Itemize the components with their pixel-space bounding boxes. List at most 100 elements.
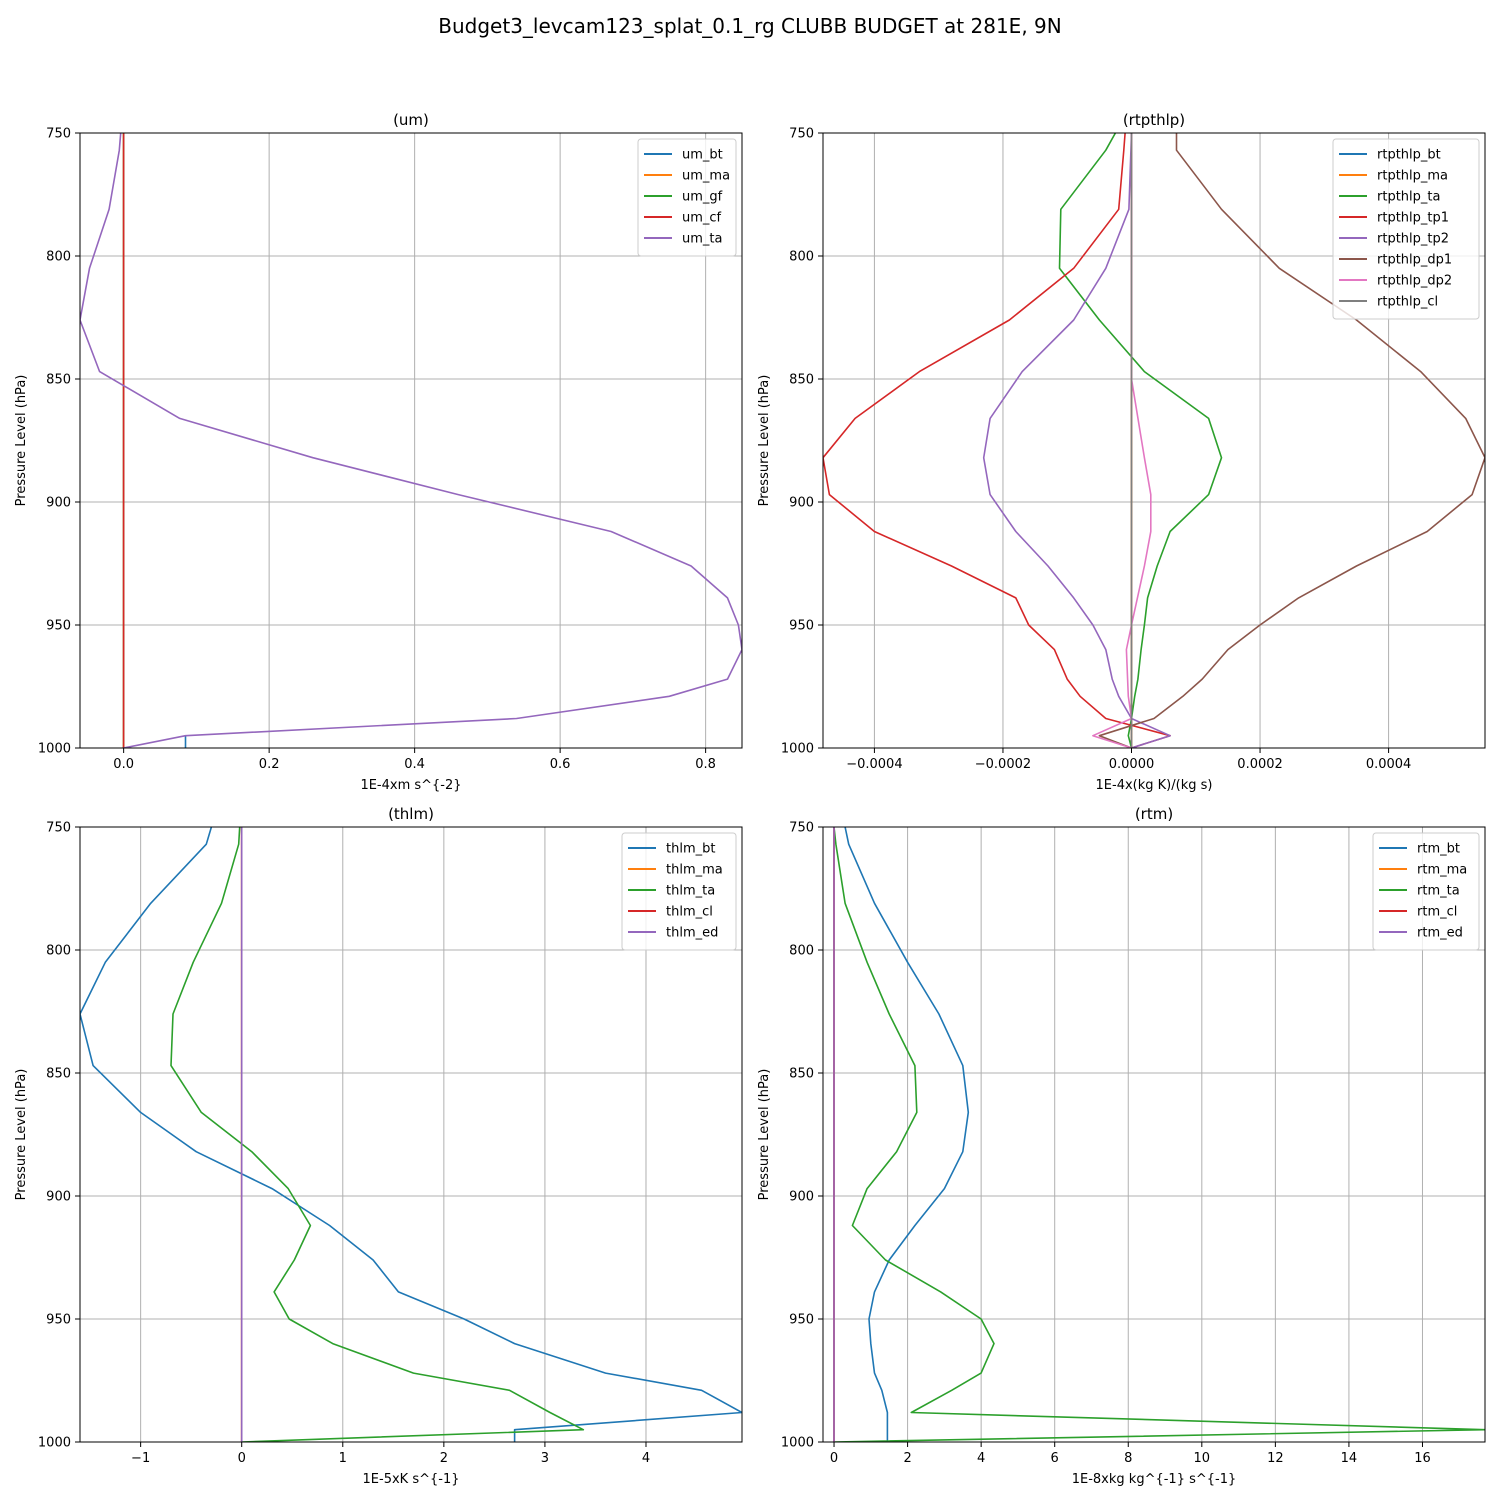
legend-label: um_ma xyxy=(682,169,730,184)
x-tick-label: 0 xyxy=(238,1451,246,1466)
x-tick-label: 2 xyxy=(903,1451,911,1466)
legend: thlm_bt thlm_ma thlm_ta thlm_cl thlm_ed xyxy=(621,832,737,951)
y-tick-label: 950 xyxy=(46,1313,71,1328)
legend-label: rtm_bt xyxy=(1417,842,1460,857)
legend-label: rtpthlp_cl xyxy=(1377,295,1438,310)
legend: rtpthlp_bt rtpthlp_ma rtpthlp_ta rtpthlp_tp… xyxy=(1332,138,1480,320)
legend-label: um_bt xyxy=(682,148,723,163)
series-line-rtpthlp_tp1 xyxy=(823,133,1171,748)
x-tick-label: 0.8 xyxy=(695,757,716,772)
x-tick-label: 8 xyxy=(1124,1451,1132,1466)
legend-label: rtpthlp_dp1 xyxy=(1377,253,1452,268)
legend-label: rtm_cl xyxy=(1417,905,1457,920)
legend-label: rtpthlp_tp2 xyxy=(1377,232,1449,247)
legend-label: um_ta xyxy=(682,232,722,247)
y-tick-label: 850 xyxy=(46,1067,71,1082)
y-axis-label: Pressure Level (hPa) xyxy=(757,375,772,507)
y-tick-label: 850 xyxy=(789,1067,814,1082)
x-tick-label: −1 xyxy=(131,1451,150,1466)
y-tick-label: 800 xyxy=(46,944,71,959)
y-tick-label: 850 xyxy=(46,373,71,388)
legend-label: rtpthlp_ta xyxy=(1377,190,1440,205)
x-tick-label: 4 xyxy=(977,1451,985,1466)
panel-um: 0.0 0.2 0.4 0.6 0.8 750 800 850 900 950 1000 (um) 1E… xyxy=(14,111,743,793)
x-tick-label: −0.0002 xyxy=(975,757,1031,772)
legend-label: rtm_ed xyxy=(1417,926,1463,941)
x-tick-label: 16 xyxy=(1414,1451,1431,1466)
series-line-rtm_ta xyxy=(833,827,1485,1442)
y-tick-label: 750 xyxy=(46,821,71,836)
series-line-rtpthlp_tp2 xyxy=(982,133,1171,748)
y-tick-label: 1000 xyxy=(781,742,814,757)
x-axis-label: 1E-4x(kg K)/(kg s) xyxy=(1096,778,1213,793)
legend: um_bt um_ma um_gf um_cf um_ta xyxy=(637,138,737,257)
y-axis-label: Pressure Level (hPa) xyxy=(14,1069,29,1201)
series-line-rtpthlp_dp1 xyxy=(1098,133,1485,748)
series-line-um_ta xyxy=(80,133,742,748)
series-line-thlm_ta xyxy=(170,827,585,1442)
x-tick-label: 6 xyxy=(1051,1451,1059,1466)
legend: rtm_bt rtm_ma rtm_ta rtm_cl rtm_ed xyxy=(1372,832,1480,951)
x-tick-label: 0.0002 xyxy=(1237,757,1283,772)
series-line-thlm_bt xyxy=(80,827,742,1442)
axes-frame xyxy=(822,132,1486,749)
legend-label: rtpthlp_tp1 xyxy=(1377,211,1449,226)
legend-label: thlm_ta xyxy=(666,884,715,899)
y-tick-label: 750 xyxy=(789,127,814,142)
panel-title: (rtm) xyxy=(1135,805,1173,823)
y-tick-label: 900 xyxy=(789,1190,814,1205)
x-axis-label: 1E-5xK s^{-1} xyxy=(363,1472,460,1487)
legend-label: thlm_bt xyxy=(666,842,715,857)
y-axis-label: Pressure Level (hPa) xyxy=(14,375,29,507)
series-line-rtm_bt xyxy=(844,827,970,1442)
panel-thlm: −1 0 1 2 3 4 750 800 850 900 950 1000 (thlm) 1E-5xK s… xyxy=(14,805,743,1487)
legend-label: rtm_ta xyxy=(1417,884,1460,899)
panel-title: (rtpthlp) xyxy=(1123,111,1185,129)
y-tick-label: 900 xyxy=(789,496,814,511)
x-tick-label: 4 xyxy=(642,1451,650,1466)
y-tick-label: 750 xyxy=(46,127,71,142)
series-line-rtpthlp_ta xyxy=(1058,133,1223,748)
legend-box xyxy=(1372,832,1480,951)
panel-title: (thlm) xyxy=(388,805,434,823)
x-tick-label: 14 xyxy=(1341,1451,1358,1466)
x-tick-label: 0 xyxy=(830,1451,838,1466)
legend-label: thlm_cl xyxy=(666,905,713,920)
y-tick-label: 950 xyxy=(789,619,814,634)
panel-rtpthlp: −0.0004 −0.0002 0.0000 0.0002 0.0004 750 800 85… xyxy=(757,111,1486,793)
x-tick-label: 3 xyxy=(541,1451,549,1466)
y-tick-label: 800 xyxy=(789,250,814,265)
x-tick-label: 10 xyxy=(1194,1451,1211,1466)
legend-box xyxy=(1332,138,1480,320)
legend-label: um_gf xyxy=(682,190,723,205)
x-tick-label: −0.0004 xyxy=(846,757,902,772)
legend-box xyxy=(621,832,737,951)
figure-title: Budget3_levcam123_splat_0.1_rg CLUBB BUD… xyxy=(438,14,1062,38)
legend-label: rtm_ma xyxy=(1417,863,1467,878)
x-tick-label: 0.6 xyxy=(550,757,571,772)
y-tick-label: 1000 xyxy=(38,742,71,757)
axes-frame xyxy=(79,132,743,749)
x-tick-label: 0.0000 xyxy=(1109,757,1155,772)
y-tick-label: 950 xyxy=(789,1313,814,1328)
x-tick-label: 0.2 xyxy=(259,757,280,772)
x-tick-label: 1 xyxy=(339,1451,347,1466)
y-tick-label: 800 xyxy=(46,250,71,265)
y-tick-label: 1000 xyxy=(781,1436,814,1451)
x-tick-label: 0.0004 xyxy=(1366,757,1412,772)
y-tick-label: 800 xyxy=(789,944,814,959)
panel-rtm: 0 2 4 6 8 10 12 14 16 750 800 850 900 950 1000 (rtm) 1E-… xyxy=(757,805,1486,1487)
x-tick-label: 0.4 xyxy=(404,757,425,772)
legend-label: rtpthlp_bt xyxy=(1377,148,1441,163)
legend-label: um_cf xyxy=(682,211,722,226)
y-tick-label: 900 xyxy=(46,496,71,511)
legend-label: rtpthlp_dp2 xyxy=(1377,274,1452,289)
y-tick-label: 750 xyxy=(789,821,814,836)
x-tick-label: 0.0 xyxy=(113,757,134,772)
x-tick-label: 12 xyxy=(1267,1451,1284,1466)
y-tick-label: 1000 xyxy=(38,1436,71,1451)
y-tick-label: 850 xyxy=(789,373,814,388)
x-axis-label: 1E-8xkg kg^{-1} s^{-1} xyxy=(1072,1472,1237,1487)
legend-box xyxy=(637,138,737,257)
